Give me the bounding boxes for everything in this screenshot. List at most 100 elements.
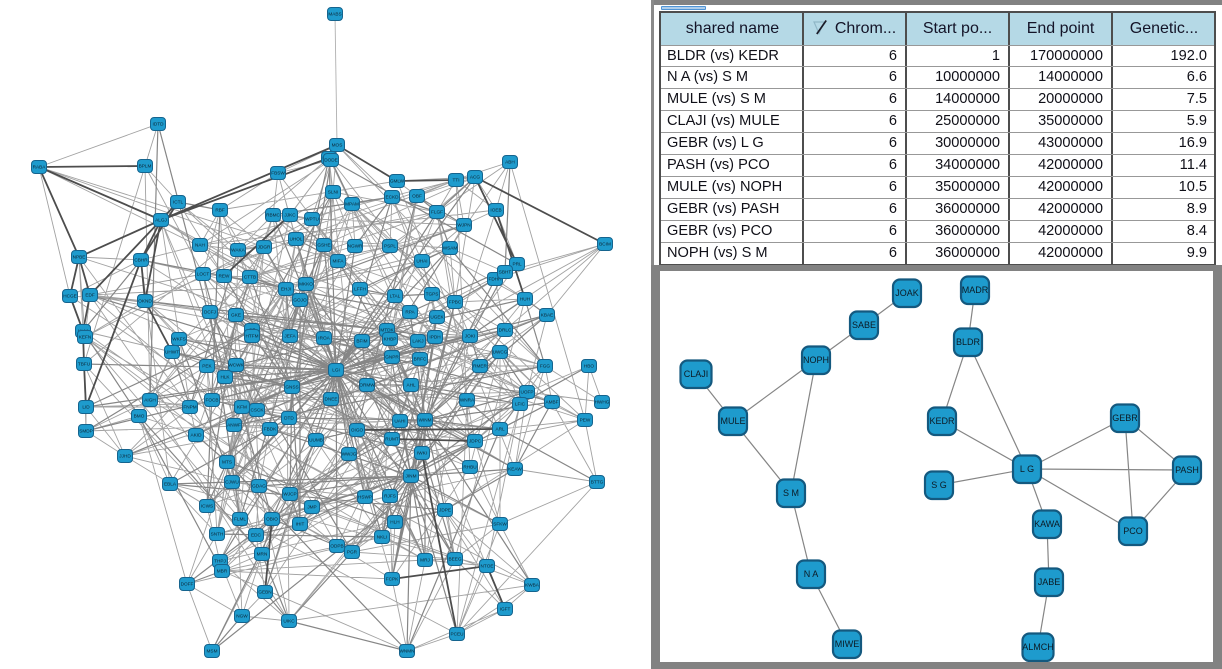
svg-text:RUMT: RUMT xyxy=(385,437,399,442)
svg-text:EDC: EDC xyxy=(251,533,262,538)
svg-text:EHJI: EHJI xyxy=(281,287,291,292)
svg-text:PRL: PRL xyxy=(512,262,522,267)
svg-text:AIGH: AIGH xyxy=(144,398,155,403)
svg-text:ANWF: ANWF xyxy=(227,423,241,428)
svg-text:OIGO: OIGO xyxy=(351,428,364,433)
svg-text:WJCP: WJCP xyxy=(283,492,296,497)
svg-text:HLH: HLH xyxy=(390,520,399,525)
svg-text:JDPC: JDPC xyxy=(469,439,482,444)
svg-text:WKFS: WKFS xyxy=(172,337,186,342)
svg-text:NTOE: NTOE xyxy=(481,564,494,569)
svg-text:UWCG: UWCG xyxy=(493,350,508,355)
svg-text:JDPE: JDPE xyxy=(439,508,451,513)
svg-text:WSAM: WSAM xyxy=(443,246,458,251)
svg-text:JEFA: JEFA xyxy=(284,334,296,339)
svg-text:MBR: MBR xyxy=(217,569,228,574)
svg-text:FPBC: FPBC xyxy=(449,300,462,305)
svg-text:FLML: FLML xyxy=(234,517,246,522)
svg-text:OBIO: OBIO xyxy=(266,517,278,522)
svg-text:RABA: RABA xyxy=(33,165,47,170)
svg-text:EDF: EDF xyxy=(85,293,95,298)
svg-text:MIFA: MIFA xyxy=(333,259,345,264)
svg-text:JABE: JABE xyxy=(1038,577,1061,587)
svg-text:IPDH: IPDH xyxy=(429,335,440,340)
svg-text:IROA: IROA xyxy=(318,336,330,341)
svg-text:ALMCH: ALMCH xyxy=(1022,642,1054,652)
svg-text:NAH: NAH xyxy=(195,243,205,248)
svg-text:BPLM: BPLM xyxy=(139,164,152,169)
svg-text:AHL: AHL xyxy=(406,383,416,388)
svg-text:GSHE: GSHE xyxy=(317,243,330,248)
svg-text:IGFT: IGFT xyxy=(500,607,511,612)
svg-text:NGW: NGW xyxy=(236,614,248,619)
svg-text:CSCK: CSCK xyxy=(250,408,264,413)
svg-text:IWKI: IWKI xyxy=(417,451,427,456)
svg-text:BFIM: BFIM xyxy=(356,339,367,344)
svg-text:LID: LID xyxy=(82,405,90,410)
svg-text:HUH: HUH xyxy=(520,297,530,302)
svg-text:RPA: RPA xyxy=(405,310,415,315)
svg-text:LFIC: LFIC xyxy=(515,402,526,407)
svg-text:UIKC: UIKC xyxy=(283,619,295,624)
svg-text:FDHH: FDHH xyxy=(488,277,501,282)
svg-text:RMER: RMER xyxy=(473,364,487,369)
svg-text:UHAI: UHAI xyxy=(416,259,427,264)
svg-text:MOS: MOS xyxy=(332,143,343,148)
svg-text:PEW: PEW xyxy=(580,418,591,423)
svg-text:DNEE: DNEE xyxy=(324,397,337,402)
svg-text:UHWT: UHWT xyxy=(165,350,179,355)
svg-text:ICTL: ICTL xyxy=(173,200,184,205)
svg-text:MIWE: MIWE xyxy=(835,639,860,649)
svg-text:HCGE: HCGE xyxy=(63,294,77,299)
svg-text:RJFS: RJFS xyxy=(384,494,396,499)
svg-text:HBO: HBO xyxy=(584,364,595,369)
svg-text:SBHT: SBHT xyxy=(499,270,512,275)
svg-text:FLGF: FLGF xyxy=(431,210,443,215)
svg-text:EBLA: EBLA xyxy=(164,482,177,487)
svg-text:ARL: ARL xyxy=(495,427,505,432)
svg-text:MRN: MRN xyxy=(257,552,268,557)
svg-text:UOFP: UOFP xyxy=(520,390,533,395)
svg-text:N A: N A xyxy=(804,569,819,579)
svg-text:GOJO: GOJO xyxy=(293,298,307,303)
svg-text:BMO: BMO xyxy=(134,414,145,419)
svg-text:JDGR: JDGR xyxy=(258,245,271,250)
svg-text:LAKJ: LAKJ xyxy=(412,339,423,344)
svg-text:WPTU: WPTU xyxy=(305,217,319,222)
svg-text:MTDK: MTDK xyxy=(380,328,394,333)
svg-text:WJPN: WJPN xyxy=(457,223,470,228)
svg-text:IDTD: IDTD xyxy=(153,122,165,127)
svg-text:THPJ: THPJ xyxy=(214,559,226,564)
svg-text:HWHG: HWHG xyxy=(595,400,610,405)
svg-text:RBMC: RBMC xyxy=(266,213,280,218)
svg-text:GDAG: GDAG xyxy=(252,484,266,489)
svg-text:OKND: OKND xyxy=(138,299,152,304)
svg-text:BTTG: BTTG xyxy=(591,480,604,485)
svg-text:WINM: WINM xyxy=(418,418,431,423)
svg-text:AMBF: AMBF xyxy=(545,400,558,405)
svg-text:WWJG: WWJG xyxy=(342,452,357,457)
svg-text:MKKO: MKKO xyxy=(299,282,313,287)
svg-text:LFFH: LFFH xyxy=(354,287,366,292)
svg-text:MPAM: MPAM xyxy=(345,202,359,207)
svg-text:MSM: MSM xyxy=(207,649,218,654)
svg-text:ODPB: ODPB xyxy=(330,544,343,549)
svg-text:ECKD: ECKD xyxy=(385,195,399,200)
svg-text:WCWK: WCWK xyxy=(228,363,244,368)
svg-text:KEDR: KEDR xyxy=(929,416,955,426)
svg-text:WNMN: WNMN xyxy=(399,649,414,654)
svg-text:PCEU: PCEU xyxy=(450,632,464,637)
svg-text:PSPL: PSPL xyxy=(384,244,396,249)
svg-text:KHBP: KHBP xyxy=(384,337,397,342)
svg-text:GNPR: GNPR xyxy=(385,355,399,360)
svg-text:KFM: KFM xyxy=(237,405,247,410)
svg-text:NGWR: NGWR xyxy=(348,244,363,249)
svg-text:CJWU: CJWU xyxy=(225,480,239,485)
svg-text:DOFF: DOFF xyxy=(181,582,194,587)
svg-text:BCIM: BCIM xyxy=(599,242,611,247)
svg-text:RHBU: RHBU xyxy=(463,465,477,470)
svg-text:JJKC: JJKC xyxy=(284,213,296,218)
svg-text:IHIT: IHIT xyxy=(296,522,305,527)
svg-text:RBF: RBF xyxy=(215,208,225,213)
svg-text:FBDK: FBDK xyxy=(264,427,277,432)
